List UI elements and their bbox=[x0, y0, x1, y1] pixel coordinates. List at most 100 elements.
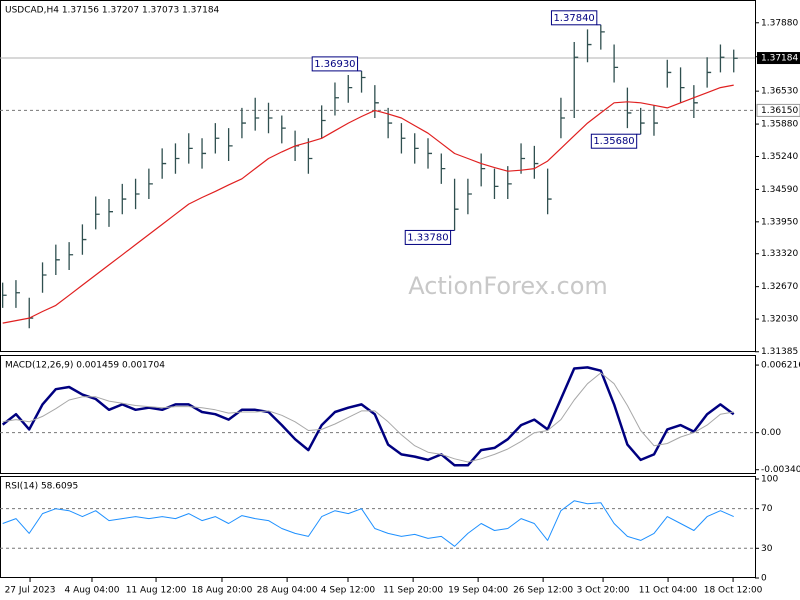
ohlc-bar bbox=[520, 143, 526, 174]
series-line bbox=[2, 372, 734, 463]
series-line bbox=[2, 500, 734, 547]
current-price-box bbox=[757, 52, 800, 65]
annotation-label: 1.35680 bbox=[593, 136, 634, 147]
ohlc-bar bbox=[480, 153, 486, 187]
x-tick-label: 3 Oct 20:00 bbox=[577, 586, 630, 596]
ohlc-bar bbox=[640, 107, 645, 135]
ohlc-bar bbox=[467, 178, 472, 215]
ohlc-bar bbox=[719, 44, 725, 73]
y-tick-label: 1.33950 bbox=[761, 217, 798, 227]
ohlc-bar bbox=[55, 244, 60, 276]
ohlc-bar bbox=[453, 178, 459, 231]
x-tick-label: 4 Aug 04:00 bbox=[64, 586, 119, 596]
y-tick-label: 1.32030 bbox=[761, 315, 798, 325]
ohlc-bar bbox=[254, 97, 260, 131]
y-tick-label: 1.35880 bbox=[761, 120, 798, 130]
ohlc-bar bbox=[267, 102, 273, 134]
ohlc-bar bbox=[95, 196, 100, 230]
ohlc-bar bbox=[440, 153, 446, 184]
panel-frame bbox=[0, 0, 756, 352]
level-label: 1.36150 bbox=[761, 106, 798, 116]
ohlc-bar bbox=[600, 24, 605, 50]
current-price-label: 1.37184 bbox=[761, 54, 798, 64]
panel-frame bbox=[0, 355, 756, 474]
ohlc-bar bbox=[81, 224, 87, 255]
ohlc-bar bbox=[161, 148, 167, 179]
annotation-box bbox=[404, 229, 452, 245]
panel-frame bbox=[0, 476, 756, 578]
y-tick-label: 1.33320 bbox=[761, 249, 798, 259]
annotation-box bbox=[550, 10, 598, 26]
ohlc-bar bbox=[653, 105, 658, 136]
ohlc-bar bbox=[134, 178, 140, 210]
x-tick-label: 27 Jul 2023 bbox=[5, 586, 56, 596]
y-tick-label: 1.35240 bbox=[761, 152, 798, 162]
x-tick-label: 18 Oct 12:00 bbox=[704, 586, 763, 596]
ohlc-bar bbox=[626, 87, 632, 129]
y-tick-label: 0.00 bbox=[761, 428, 781, 438]
ohlc-bar bbox=[573, 42, 579, 118]
ohlc-bar bbox=[347, 74, 353, 103]
y-tick-label: 0.006216 bbox=[761, 361, 800, 371]
y-tick-label: 1.34590 bbox=[761, 185, 798, 195]
ohlc-bar bbox=[414, 133, 419, 164]
ohlc-bar bbox=[28, 297, 34, 329]
x-tick-label: 11 Aug 12:00 bbox=[126, 586, 187, 596]
ohlc-bar bbox=[227, 128, 233, 162]
annotation-label: 1.33780 bbox=[407, 232, 448, 243]
ohlc-bar bbox=[121, 183, 127, 215]
series-line bbox=[1, 366, 735, 467]
watermark: ActionForex.com bbox=[408, 272, 608, 300]
ohlc-bar bbox=[546, 168, 552, 215]
ohlc-bar bbox=[188, 133, 193, 164]
y-tick-label: -0.003407 bbox=[761, 465, 800, 475]
y-tick-label: 1.31385 bbox=[761, 347, 798, 357]
ohlc-bar bbox=[427, 138, 433, 169]
annotation-box bbox=[590, 133, 638, 149]
panel-title: RSI(14) 58.6095 bbox=[5, 482, 78, 492]
ohlc-bar bbox=[201, 138, 207, 169]
annotation-label: 1.36930 bbox=[314, 59, 355, 70]
annotation-box bbox=[311, 56, 359, 72]
y-tick-label: 1.36530 bbox=[761, 87, 798, 97]
y-tick-label: 0 bbox=[761, 574, 767, 584]
ohlc-bar bbox=[321, 105, 326, 139]
x-tick-label: 19 Sep 04:00 bbox=[448, 586, 508, 596]
x-tick-label: 11 Sep 20:00 bbox=[383, 586, 443, 596]
x-tick-label: 11 Oct 04:00 bbox=[639, 586, 698, 596]
ohlc-bar bbox=[666, 59, 672, 88]
ohlc-bar bbox=[693, 85, 698, 118]
ohlc-bar bbox=[613, 44, 619, 83]
ohlc-bar bbox=[68, 242, 74, 270]
ohlc-bar bbox=[15, 280, 20, 308]
ohlc-bar bbox=[374, 85, 379, 118]
ohlc-bar bbox=[307, 138, 313, 174]
y-tick-label: 1.37880 bbox=[761, 18, 798, 28]
ohlc-bar bbox=[334, 82, 339, 116]
series-line bbox=[2, 84, 734, 324]
annotation-label: 1.37840 bbox=[553, 13, 594, 24]
panel-title: USDCAD,H4 1.37156 1.37207 1.37073 1.3718… bbox=[5, 6, 220, 16]
ohlc-bar bbox=[241, 107, 246, 139]
ohlc-bar bbox=[733, 49, 738, 73]
ohlc-bar bbox=[400, 123, 406, 154]
ohlc-bar bbox=[360, 70, 366, 93]
ohlc-bar bbox=[214, 123, 220, 154]
x-tick-label: 4 Sep 12:00 bbox=[321, 586, 376, 596]
level-label-box bbox=[756, 103, 800, 117]
ohlc-bar bbox=[281, 115, 286, 144]
y-tick-label: 1.32670 bbox=[761, 282, 798, 292]
ohlc-bar bbox=[174, 143, 180, 174]
ohlc-bar bbox=[586, 29, 592, 63]
ohlc-bar bbox=[560, 97, 565, 139]
ohlc-bar bbox=[148, 168, 153, 200]
y-tick-label: 70 bbox=[761, 504, 773, 514]
ohlc-bar bbox=[2, 282, 7, 308]
ohlc-bar bbox=[41, 262, 47, 293]
ohlc-bar bbox=[706, 57, 712, 88]
ohlc-bar bbox=[108, 199, 113, 227]
x-tick-label: 26 Sep 12:00 bbox=[513, 586, 573, 596]
y-tick-label: 30 bbox=[761, 544, 773, 554]
